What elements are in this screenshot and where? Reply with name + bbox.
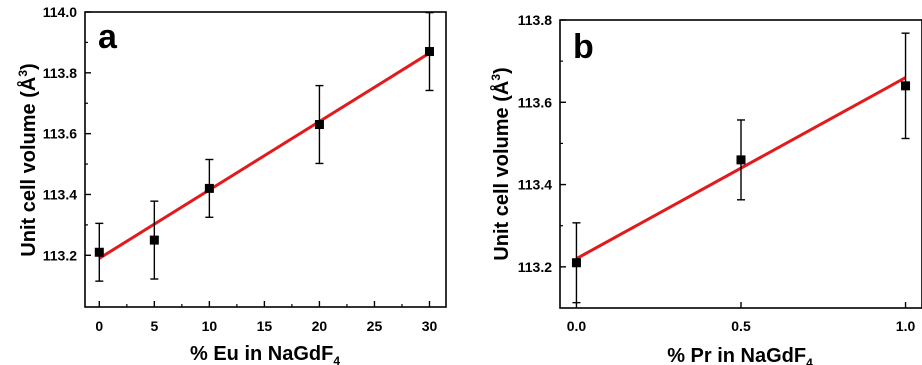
y-tick-label: 113.6: [43, 126, 77, 142]
x-tick-label: 20: [312, 318, 328, 334]
x-tick-label: 10: [202, 318, 218, 334]
panel-label: a: [98, 18, 118, 56]
y-tick-label: 113.2: [43, 247, 77, 263]
data-point: [204, 183, 214, 193]
fit-line: [98, 51, 431, 260]
x-tick-label: 0.5: [731, 318, 751, 334]
x-tick-label: 5: [150, 318, 158, 334]
x-axis-title: % Eu in NaGdF4: [190, 343, 340, 365]
panel-label: b: [573, 28, 594, 66]
y-tick-label: 113.8: [43, 65, 77, 81]
x-tick-label: 25: [367, 318, 383, 334]
data-point: [149, 235, 159, 245]
y-tick-label: 113.8: [518, 12, 552, 28]
data-point: [736, 155, 746, 165]
x-tick-label: 15: [257, 318, 273, 334]
y-tick-label: 113.2: [518, 259, 552, 275]
y-axis-title: Unit cell volume (Å3): [489, 67, 513, 260]
x-axis-title: % Pr in NaGdF4: [667, 345, 813, 365]
y-axis-title: Unit cell volume (Å3): [16, 63, 40, 256]
x-tick-label: 0: [95, 318, 103, 334]
x-tick-label: 30: [422, 318, 438, 334]
y-tick-label: 114.0: [43, 4, 77, 20]
plot-frame: [84, 11, 447, 308]
y-tick-label: 113.6: [518, 94, 552, 110]
x-tick-label: 0.0: [567, 318, 587, 334]
data-point: [424, 47, 434, 57]
data-point: [571, 258, 581, 268]
y-tick-label: 113.4: [43, 186, 77, 202]
chart-panel-a: 0 5 10 15 20 25 30 113.2 113.4 113.6 113.8 114.0 a % …: [16, 4, 447, 365]
y-tick-label: 113.4: [518, 177, 552, 193]
x-tick-label: 1.0: [896, 318, 916, 334]
data-point: [901, 81, 911, 91]
data-point: [314, 120, 324, 130]
chart-panel-b: 0.0 0.5 1.0 113.2 113.4 113.6 113.8 b % Pr in Na…: [489, 12, 922, 365]
data-point: [94, 247, 104, 257]
